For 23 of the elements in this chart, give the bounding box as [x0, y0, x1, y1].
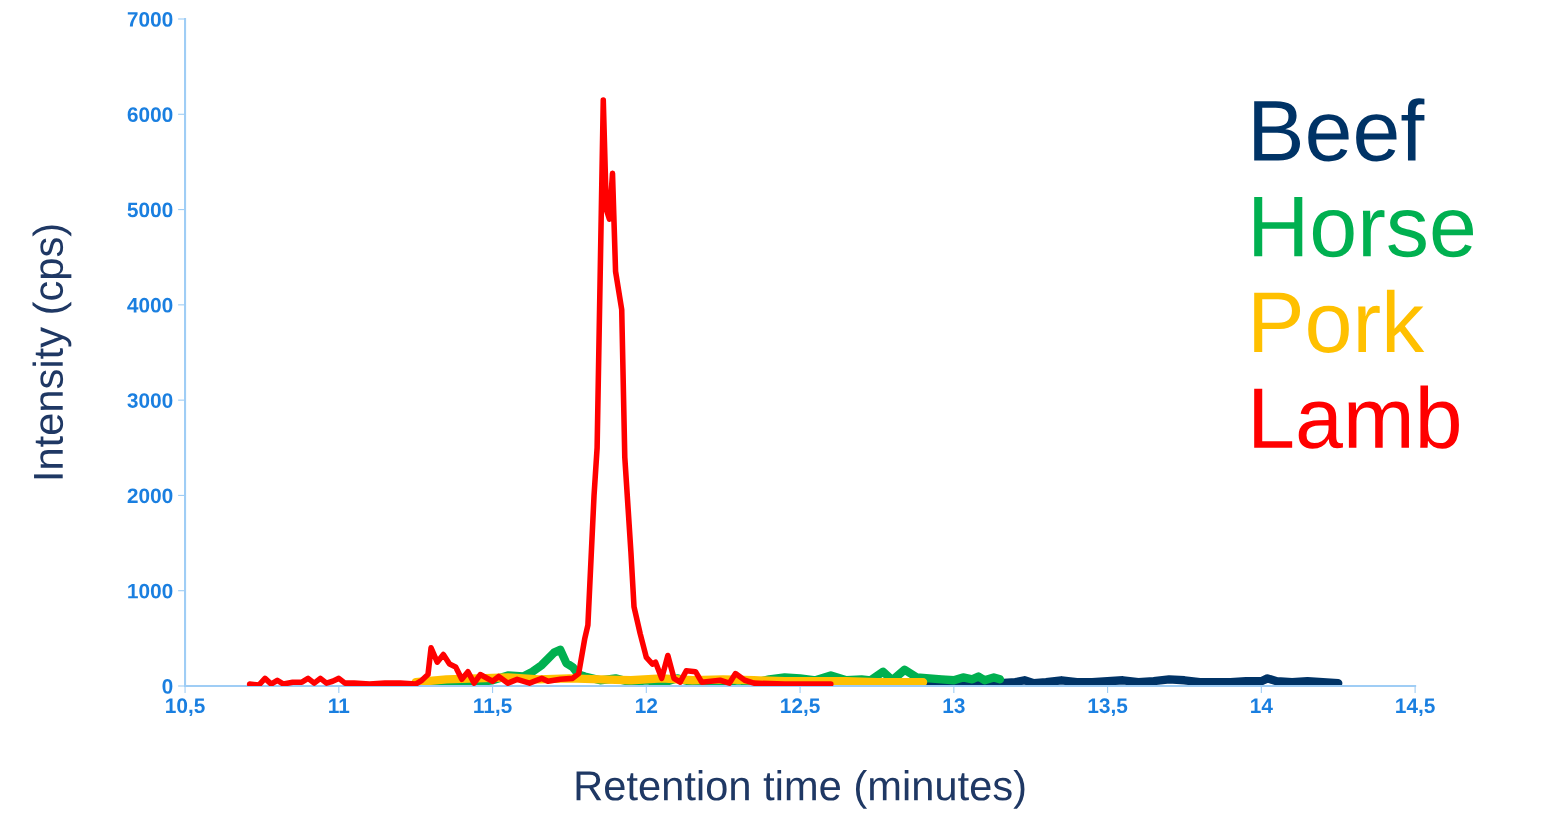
text: Beef	[1254, 98, 1425, 162]
y-tick-label: 6000	[127, 107, 173, 123]
x-tick-label: 11	[329, 698, 350, 713]
y-tick-label: 5000	[127, 202, 173, 218]
x-tick-label: 11,5	[474, 698, 512, 717]
x-tick-label: 13,5	[1088, 698, 1128, 717]
x-axis-title: Retention time (minutes)	[576, 770, 1025, 809]
text: Pork	[1254, 289, 1425, 353]
y-tick-label: 1000	[128, 583, 173, 599]
x-tick-label: 14	[1251, 698, 1273, 713]
text: Lamb	[1254, 385, 1459, 449]
y-tick-label: 3000	[127, 393, 173, 408]
x-tick-label: 10,5	[166, 698, 205, 717]
y-tick-label: 0	[162, 678, 173, 694]
y-tick-label: 7000	[127, 12, 173, 27]
y-tick-label: 2000	[127, 488, 173, 504]
x-tick-label: 13	[943, 698, 965, 714]
y-tick-label: 4000	[127, 297, 173, 313]
text: Horse	[1254, 197, 1474, 258]
x-tick-label: 12	[636, 698, 658, 713]
x-tick-label: 12,5	[781, 698, 820, 717]
y-axis-title: Intensity (cps)	[32, 225, 72, 479]
x-tick-label: 14,5	[1396, 698, 1435, 717]
